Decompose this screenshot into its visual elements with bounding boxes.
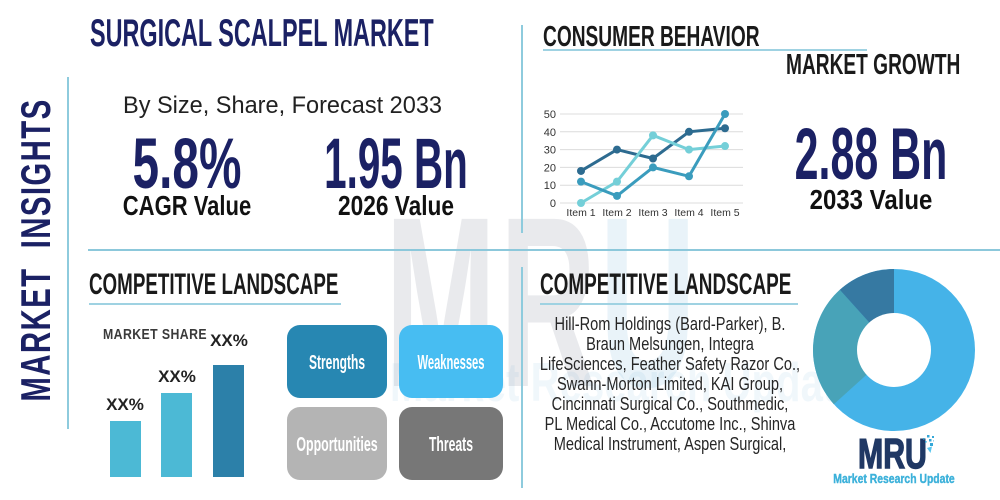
svg-text:Item 5: Item 5 [710, 207, 739, 219]
svg-text:30: 30 [544, 145, 556, 157]
svg-text:Item 2: Item 2 [602, 207, 631, 219]
svg-text:20: 20 [544, 162, 556, 174]
svg-text:Item 1: Item 1 [566, 207, 595, 219]
svg-text:40: 40 [544, 127, 556, 139]
svg-text:Item 4: Item 4 [674, 207, 703, 219]
svg-text:50: 50 [544, 109, 556, 121]
svg-text:10: 10 [544, 180, 556, 192]
svg-text:0: 0 [550, 198, 556, 210]
svg-text:Item 3: Item 3 [638, 207, 667, 219]
